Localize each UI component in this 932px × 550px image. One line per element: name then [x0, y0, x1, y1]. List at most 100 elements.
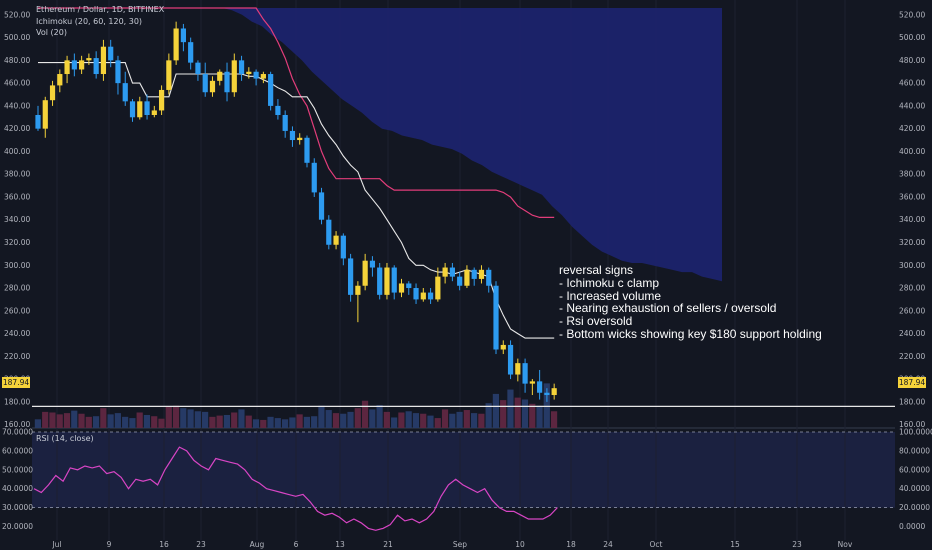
- candle-body: [49, 85, 56, 101]
- price-tick-right: 440.00: [899, 101, 925, 110]
- price-tick-right: 480.00: [899, 56, 925, 65]
- volume-bar: [107, 414, 114, 428]
- volume-bar: [449, 413, 456, 428]
- volume-bar: [347, 411, 354, 428]
- candle-body: [493, 285, 499, 350]
- volume-bar: [420, 413, 427, 428]
- volume-bar: [391, 417, 398, 428]
- volume-bar: [427, 415, 434, 428]
- volume-bar: [194, 411, 201, 428]
- time-tick: 21: [383, 540, 393, 549]
- time-tick: Jul: [51, 540, 61, 549]
- price-tick-right: 520.00: [899, 10, 925, 19]
- candle-body: [42, 100, 48, 129]
- price-tick-left: 220.00: [4, 352, 30, 361]
- candle-body: [246, 71, 252, 75]
- price-tick-left: 500.00: [4, 33, 30, 42]
- candle-body: [217, 71, 223, 81]
- ichimoku-label[interactable]: Ichimoku (20, 60, 120, 30): [36, 16, 143, 26]
- candle-body: [115, 60, 121, 84]
- candle-body: [318, 192, 325, 220]
- candle-body: [442, 267, 448, 277]
- candle-body: [413, 288, 419, 300]
- rsi-band: [32, 432, 895, 508]
- volume-bar: [514, 397, 521, 428]
- time-tick: 24: [603, 540, 613, 549]
- candle-body: [108, 46, 114, 61]
- candle-body: [202, 74, 208, 93]
- candle-body: [166, 60, 172, 90]
- volume-bar: [507, 389, 514, 428]
- candle-body: [449, 267, 455, 277]
- price-tick-right: 160.00: [899, 420, 925, 429]
- price-tick-left: 180.00: [4, 397, 30, 406]
- volume-bar: [325, 410, 332, 428]
- price-tick-right: 260.00: [899, 306, 925, 315]
- candle-body: [297, 137, 303, 141]
- candle-body: [464, 269, 470, 286]
- annotation-line: - Nearing exhaustion of sellers / overso…: [559, 301, 777, 316]
- candle-body: [173, 28, 179, 61]
- candle-body: [355, 285, 361, 295]
- rsi-tick-right: 80.0000: [899, 446, 930, 455]
- candle-body: [289, 130, 296, 141]
- candle-body: [180, 28, 186, 43]
- last-price-badge-right: 187.94: [898, 377, 926, 388]
- time-tick: Sep: [453, 540, 467, 549]
- volume-bar: [172, 405, 180, 428]
- candle-body: [544, 392, 550, 396]
- volume-bar: [202, 411, 209, 428]
- price-tick-left: 160.00: [4, 420, 30, 429]
- time-axis-bg: [0, 540, 932, 550]
- volume-bar: [260, 419, 267, 428]
- volume-bar: [492, 393, 500, 428]
- volume-bar: [405, 411, 412, 428]
- volume-bar: [158, 418, 165, 428]
- ichimoku-cloud: [182, 8, 722, 282]
- volume-bar: [412, 413, 420, 428]
- volume-bar: [281, 419, 289, 428]
- chart-legend: Ethereum / Dollar, 1D, BITFINEX Ichimoku…: [36, 4, 164, 39]
- volume-bar: [463, 410, 470, 428]
- volume-bar: [231, 412, 238, 428]
- volume-bar: [529, 403, 536, 428]
- volume-bar: [340, 413, 347, 428]
- time-tick: 6: [294, 540, 299, 549]
- price-tick-right: 380.00: [899, 170, 925, 179]
- price-tick-left: 520.00: [4, 10, 30, 19]
- annotation-text: reversal signs - Ichimoku c clamp - Incr…: [559, 264, 822, 341]
- volume-bar: [361, 400, 369, 428]
- candle-body: [79, 60, 85, 70]
- volume-bar: [49, 412, 56, 428]
- volume-bar: [383, 411, 390, 428]
- price-tick-left: 360.00: [4, 192, 30, 201]
- price-tick-right: 340.00: [899, 215, 925, 224]
- rsi-tick-left: 70.0000: [2, 428, 33, 437]
- volume-bar: [114, 413, 121, 428]
- volume-bar: [71, 410, 78, 428]
- price-tick-right: 360.00: [899, 192, 925, 201]
- volume-bar: [78, 413, 85, 428]
- candle-body: [420, 292, 426, 300]
- volume-bar: [521, 399, 529, 428]
- volume-bar: [180, 408, 187, 428]
- candle-body: [340, 235, 346, 259]
- volume-bar: [303, 416, 310, 428]
- price-tick-right: 400.00: [899, 147, 925, 156]
- volume-bar: [129, 418, 136, 428]
- volume-label[interactable]: Vol (20): [36, 28, 67, 37]
- volume-bar: [332, 413, 340, 428]
- volume-bar: [151, 416, 158, 428]
- time-tick: 13: [335, 540, 345, 549]
- volume-bar: [267, 416, 274, 428]
- symbol-label[interactable]: Ethereum / Dollar, 1D, BITFINEX: [36, 5, 165, 14]
- rsi-tick-right: 60.0000: [899, 465, 930, 474]
- candle-body: [384, 267, 390, 295]
- candle-body: [268, 74, 274, 106]
- candle-body: [515, 363, 521, 375]
- volume-bar: [136, 412, 143, 428]
- rsi-title[interactable]: RSI (14, close): [36, 434, 94, 443]
- candle-body: [129, 101, 136, 118]
